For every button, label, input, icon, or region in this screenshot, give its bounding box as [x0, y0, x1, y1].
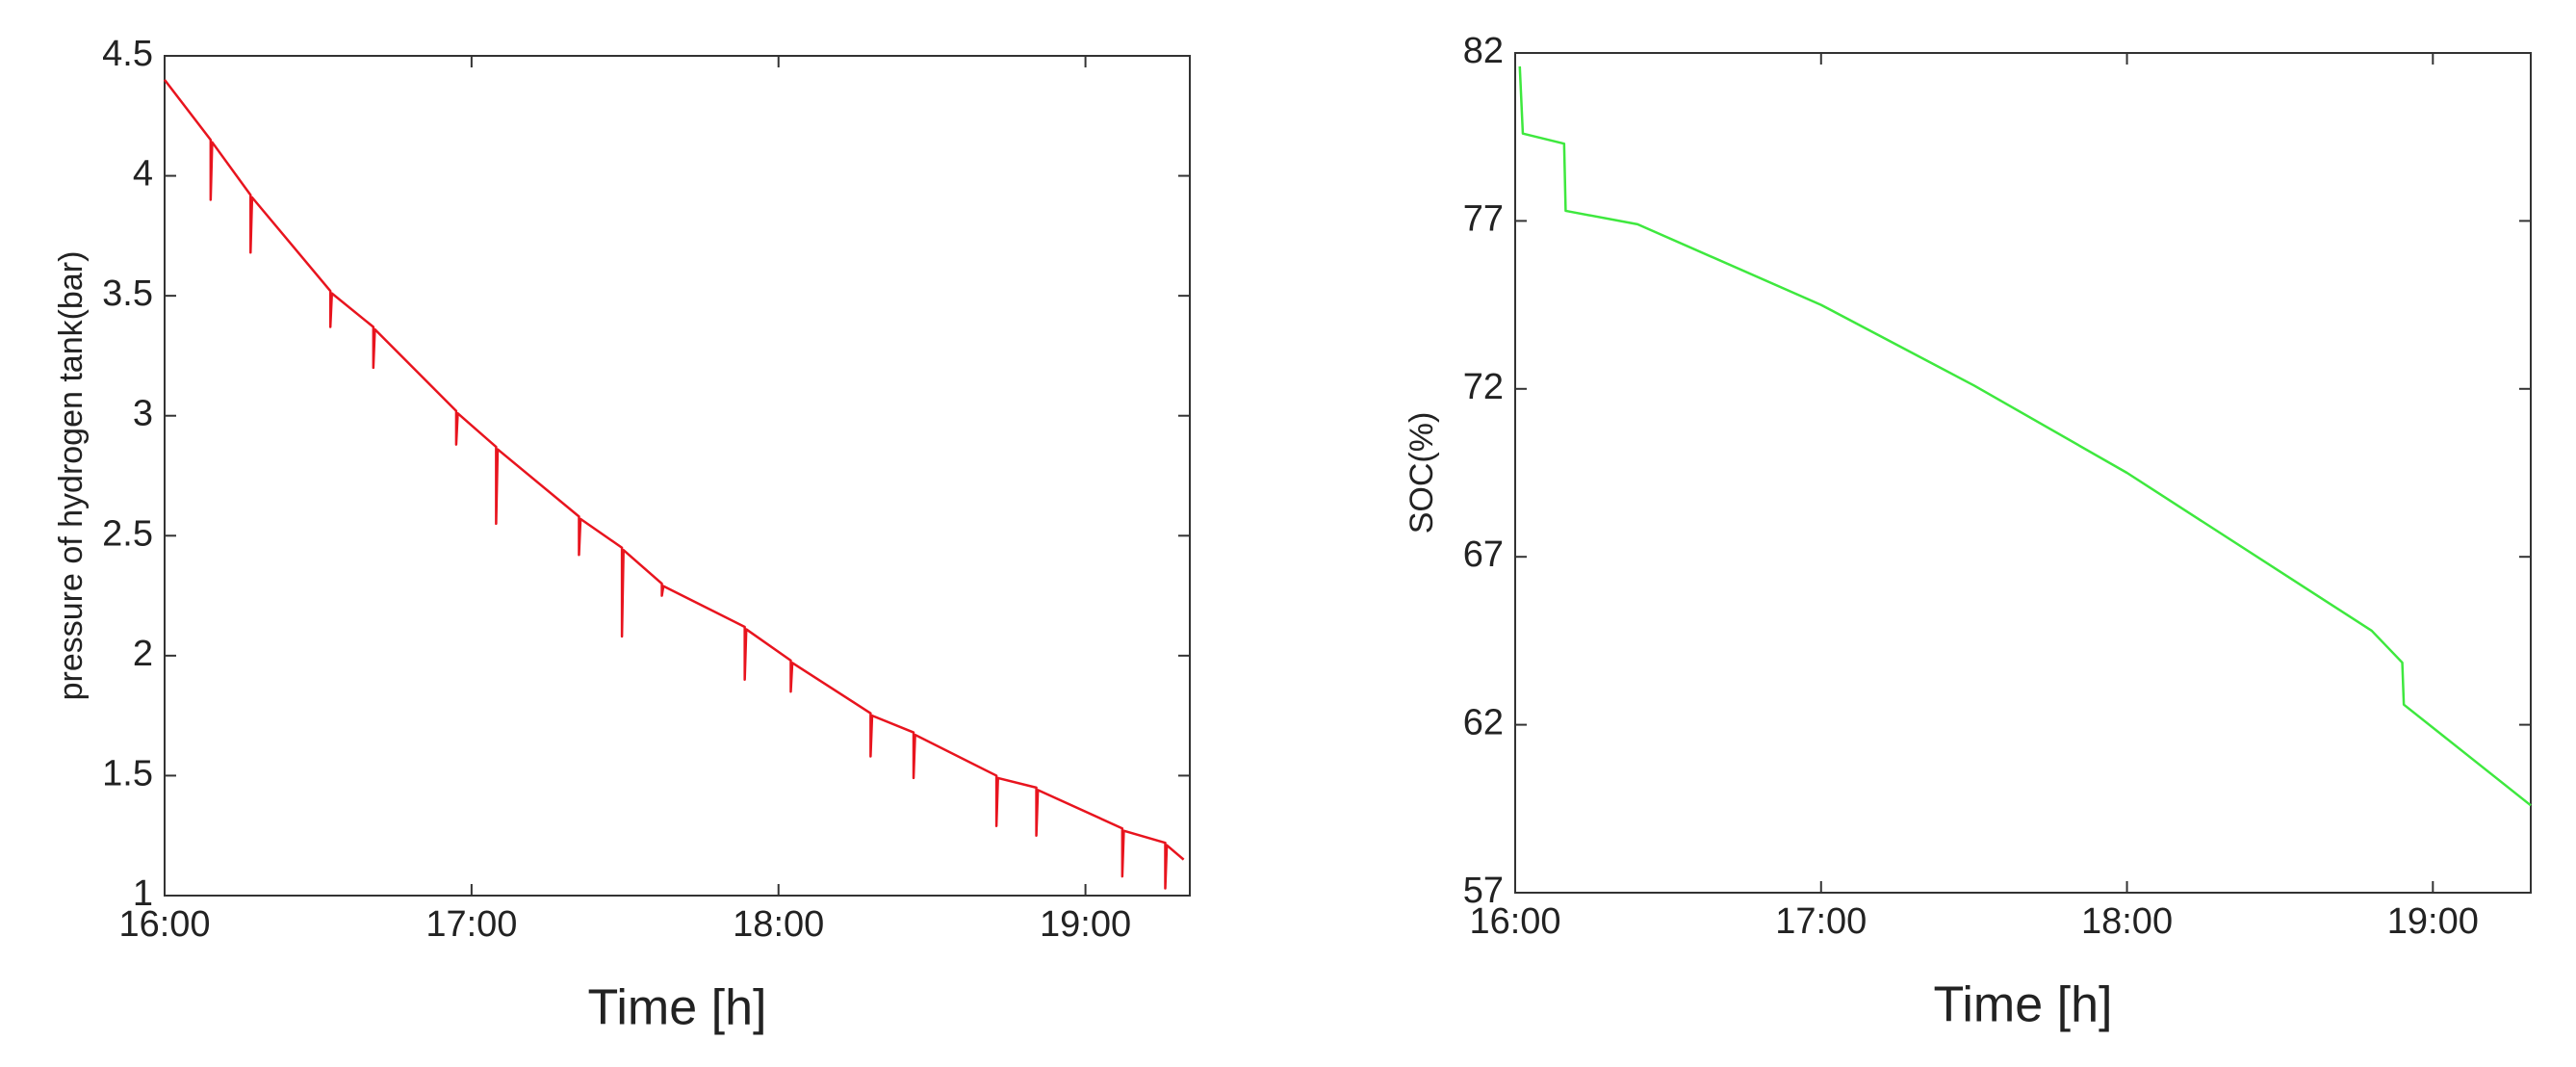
y-tick-label: 77 [1463, 198, 1504, 239]
y-tick-label: 57 [1463, 871, 1504, 911]
y-tick-label: 3 [133, 394, 153, 434]
y-tick-label: 67 [1463, 534, 1504, 575]
x-tick-label: 18:00 [733, 904, 824, 945]
y-tick-label: 1.5 [102, 753, 153, 794]
x-tick-label: 17:00 [1775, 901, 1867, 942]
y-tick-label: 72 [1463, 367, 1504, 407]
y-axis-label: SOC(%) [1404, 412, 1440, 534]
y-tick-label: 82 [1463, 31, 1504, 71]
data-line [1518, 65, 2532, 807]
y-tick-label: 4.5 [102, 34, 153, 74]
y-tick-label: 62 [1463, 703, 1504, 743]
x-tick-label: 17:00 [425, 904, 517, 945]
y-tick-label: 2.5 [102, 513, 153, 554]
x-axis-label: Time [h] [588, 980, 767, 1036]
plot-frame [164, 55, 1191, 897]
y-axis-label: pressure of hydrogen tank(bar) [53, 251, 90, 701]
x-tick-label: 19:00 [1040, 904, 1131, 945]
y-tick-label: 3.5 [102, 273, 153, 314]
y-tick-label: 4 [133, 154, 153, 195]
x-tick-label: 16:00 [1469, 901, 1560, 942]
x-tick-label: 18:00 [2081, 901, 2173, 942]
data-line [164, 79, 1185, 890]
y-tick-label: 1 [133, 873, 153, 914]
x-tick-label: 16:00 [118, 904, 210, 945]
y-tick-label: 2 [133, 634, 153, 674]
x-axis-label: Time [h] [1934, 977, 2113, 1033]
x-tick-label: 19:00 [2387, 901, 2479, 942]
plot-frame [1514, 52, 2532, 894]
